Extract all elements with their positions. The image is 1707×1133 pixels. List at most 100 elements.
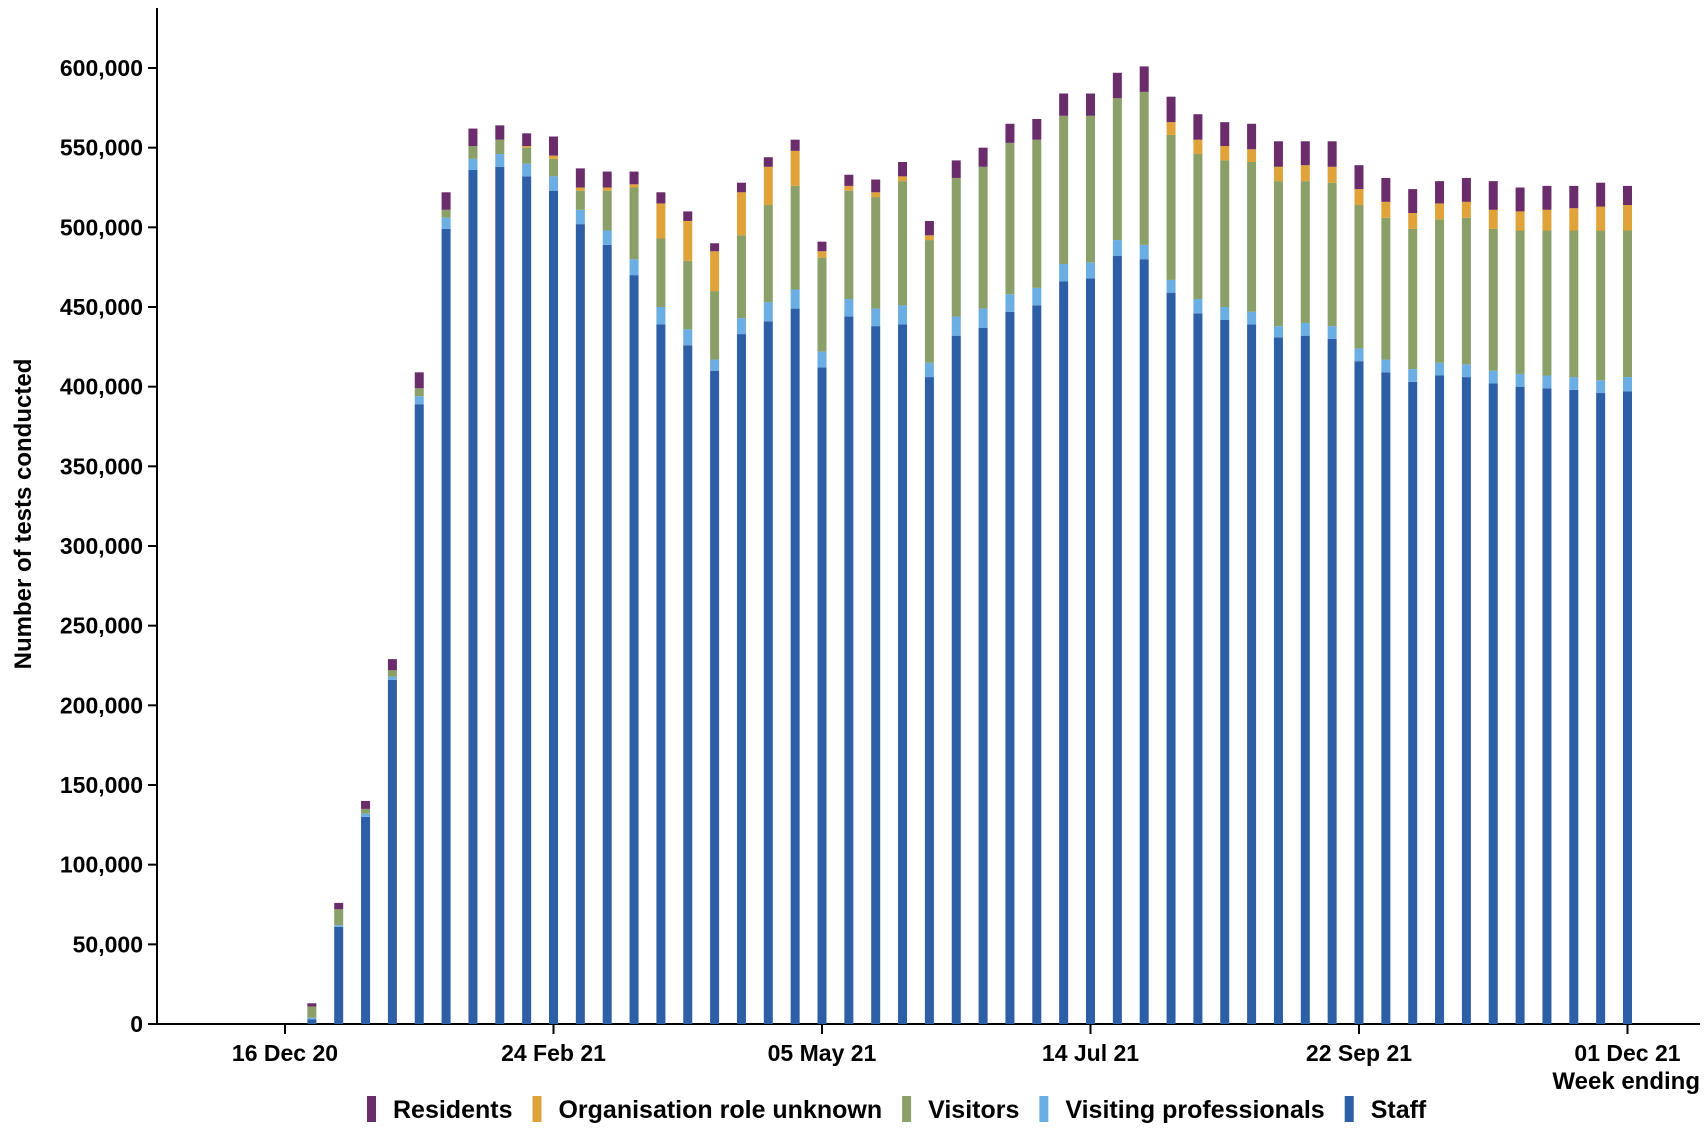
bar-segment (307, 1003, 317, 1007)
bar-segment (1166, 292, 1176, 1024)
bar-segment (924, 377, 934, 1024)
y-tick-label: 500,000 (60, 214, 143, 240)
bar-segment (763, 205, 773, 303)
bar-segment (1032, 287, 1042, 306)
bar-segment (602, 244, 612, 1025)
legend-label: Organisation role unknown (558, 1096, 882, 1124)
bar-segment (1086, 262, 1095, 279)
x-tick-label: 24 Feb 21 (501, 1040, 606, 1066)
bar-segment (1354, 348, 1364, 362)
bar-segment (1354, 205, 1364, 349)
bar-segment (1112, 72, 1122, 99)
bar-segment (1193, 313, 1203, 1025)
x-tick-label: 05 May 21 (768, 1040, 877, 1066)
bar-segment (629, 259, 639, 276)
bar-segment (1381, 177, 1391, 202)
bar-segment (1327, 141, 1337, 167)
bar-segment (790, 289, 800, 309)
bar-segment (549, 155, 558, 159)
bar-segment (790, 139, 800, 151)
bar-segment (1515, 211, 1525, 231)
bar-segment (307, 1006, 317, 1018)
bar-segment (978, 327, 988, 1024)
bar-segment (898, 176, 908, 182)
y-tick-label: 250,000 (60, 613, 143, 639)
y-tick-label: 100,000 (60, 852, 143, 878)
y-tick-label: 150,000 (60, 772, 143, 798)
bar-segment (656, 307, 666, 325)
bar-segment (575, 224, 585, 1024)
bar-segment (1327, 338, 1337, 1024)
bar-segment (924, 240, 934, 363)
bar-segment (736, 334, 746, 1024)
bar-segment (763, 302, 773, 322)
bar-segment (1542, 230, 1552, 376)
bar-segment (441, 217, 451, 229)
bar-segment (951, 335, 961, 1024)
bar-segment (575, 209, 585, 225)
bar-segment (522, 146, 532, 148)
bar-segment (1596, 230, 1606, 381)
bar-segment (736, 192, 746, 236)
bar-segment (602, 187, 612, 191)
bar-segment (1300, 141, 1310, 166)
bar-segment (361, 813, 371, 817)
x-tick-label: 22 Sep 21 (1306, 1040, 1412, 1066)
bar-segment (602, 171, 612, 188)
bar-segment (978, 166, 988, 309)
bar-segment (951, 316, 961, 336)
bar-segment (1247, 162, 1257, 312)
bar-segment (334, 925, 344, 927)
bar-segment (1166, 134, 1176, 280)
bar-segment (387, 676, 397, 680)
legend-label: Visiting professionals (1065, 1096, 1324, 1124)
y-tick-label: 450,000 (60, 294, 143, 320)
bar-segment (441, 192, 451, 210)
bar-segment (710, 243, 720, 252)
bar-segment (1247, 123, 1257, 150)
bar-segment (736, 235, 746, 319)
bar-segment (1381, 217, 1391, 360)
bar-segment (522, 133, 532, 147)
bar-segment (1408, 212, 1418, 229)
bar-segment (602, 230, 612, 245)
bar-segment (1488, 383, 1498, 1025)
bar-segment (978, 147, 988, 167)
bar-segment (710, 251, 720, 292)
bar-segment (898, 162, 908, 177)
bar-segment (978, 308, 988, 328)
x-axis-title: Week ending (1552, 1068, 1700, 1095)
bar-segment (1542, 388, 1552, 1024)
bar-segment (763, 166, 773, 206)
bar-segment (1408, 369, 1418, 382)
bar-segment (1569, 377, 1579, 390)
bar-segment (387, 679, 397, 1024)
y-tick-label: 550,000 (60, 135, 143, 161)
bar-segment (1623, 377, 1632, 392)
bar-segment (1435, 219, 1445, 363)
bar-segment (1623, 185, 1632, 206)
bar-segment (1300, 165, 1310, 182)
bar-segment (387, 659, 397, 671)
y-axis-title: Number of tests conducted (10, 359, 37, 670)
bar-segment (736, 318, 746, 335)
bar-segment (414, 396, 424, 405)
bar-segment (924, 362, 934, 378)
bar-segment (522, 147, 532, 164)
bar-segment (951, 177, 961, 317)
bar-segment (1273, 326, 1283, 338)
bar-segment (468, 146, 478, 159)
bar-segment (414, 404, 424, 1024)
legend-label: Residents (393, 1096, 512, 1124)
bar-segment (817, 367, 827, 1025)
bar-segment (1300, 181, 1310, 323)
bar-segment (1596, 380, 1606, 394)
y-tick-label: 350,000 (60, 453, 143, 479)
bar-segment (1086, 115, 1095, 263)
bar-segment (898, 305, 908, 325)
bar-segment (1327, 326, 1337, 339)
x-tick-label: 01 Dec 21 (1574, 1040, 1680, 1066)
bar-segment (871, 308, 881, 327)
bar-segment (1381, 201, 1391, 218)
bar-segment (763, 321, 773, 1025)
